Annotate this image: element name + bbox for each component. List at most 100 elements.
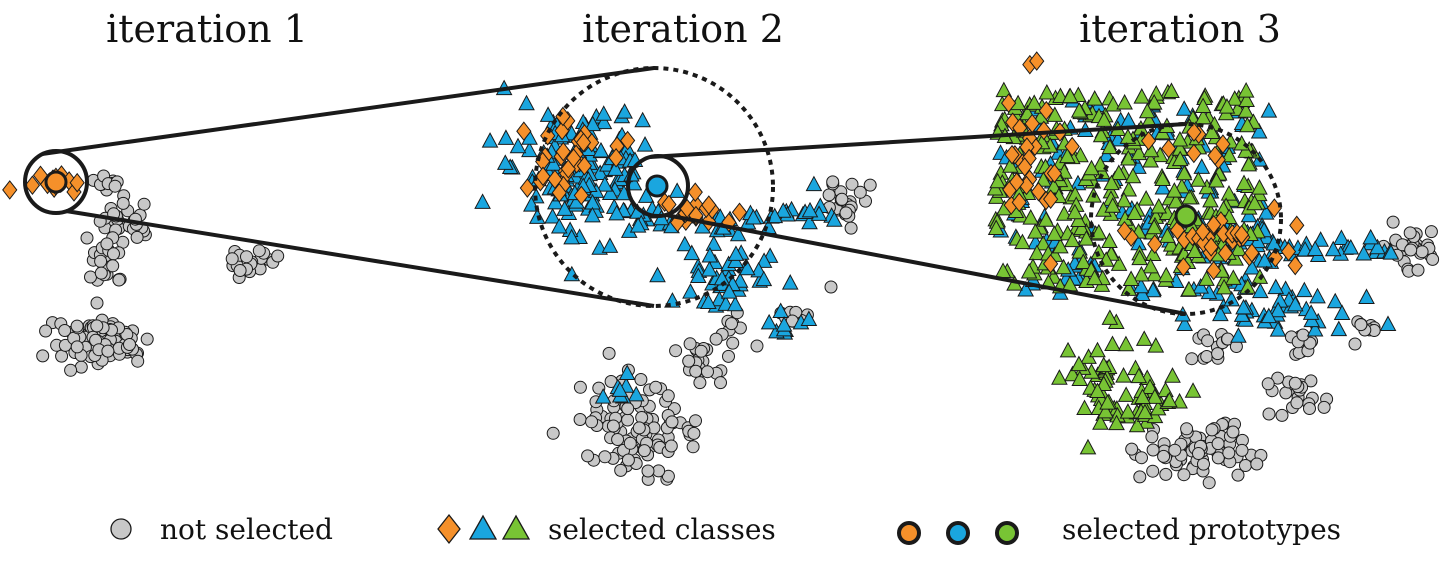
gray-point bbox=[863, 178, 877, 192]
legend-gray-circle-marker bbox=[110, 518, 132, 540]
green-triangle-point bbox=[1110, 164, 1128, 180]
gray-point bbox=[252, 244, 266, 258]
green-triangle-point bbox=[1002, 157, 1019, 173]
zoom-line-1-top bbox=[41, 66, 655, 156]
green-triangle-point bbox=[1051, 369, 1068, 385]
orange-diamond-point bbox=[1017, 157, 1033, 177]
gray-point bbox=[94, 254, 108, 268]
blue-triangle-point bbox=[668, 182, 686, 198]
gray-point bbox=[240, 250, 253, 264]
gray-point bbox=[1197, 457, 1210, 471]
green-triangle-point bbox=[1171, 130, 1189, 147]
blue-triangle-point bbox=[1286, 295, 1304, 312]
blue-triangle-point bbox=[1306, 320, 1324, 337]
orange-diamond-point bbox=[1280, 241, 1297, 262]
gray-point bbox=[573, 413, 587, 426]
blue-triangle-point bbox=[584, 206, 601, 223]
gray-point bbox=[709, 332, 723, 346]
gray-point bbox=[39, 324, 53, 338]
gray-point bbox=[546, 426, 560, 440]
title-iteration-1: iteration 1 bbox=[106, 7, 308, 51]
blue-triangle-point bbox=[545, 155, 562, 171]
green-triangle-point bbox=[1083, 159, 1100, 176]
blue-triangle-point bbox=[1256, 251, 1273, 268]
gray-point bbox=[1348, 337, 1362, 351]
gray-point bbox=[137, 197, 151, 211]
green-triangle-point bbox=[1166, 182, 1183, 198]
legend-orange-prototype-marker bbox=[897, 521, 921, 545]
gray-point bbox=[1145, 430, 1159, 444]
gray-point bbox=[55, 349, 69, 363]
blue-triangle-point bbox=[745, 208, 762, 225]
green-triangle-point bbox=[1097, 402, 1114, 419]
gray-point bbox=[1354, 318, 1368, 332]
gray-point bbox=[1304, 374, 1318, 388]
gray-point bbox=[1157, 449, 1171, 463]
plot-prototypes bbox=[44, 170, 1198, 228]
blue-triangle-point bbox=[1193, 158, 1211, 174]
orange-diamond-point bbox=[1206, 260, 1222, 281]
green-triangle-point bbox=[1131, 249, 1148, 266]
gray-point bbox=[123, 338, 136, 351]
blue-triangle-point bbox=[1257, 204, 1275, 220]
gray-point bbox=[664, 439, 678, 453]
orange-diamond-point bbox=[1206, 214, 1222, 235]
gray-point bbox=[1426, 252, 1440, 266]
legend-orange-diamond-marker bbox=[437, 513, 461, 545]
green-triangle-point bbox=[1117, 335, 1135, 352]
green-triangle-point bbox=[1194, 97, 1212, 114]
gray-point bbox=[70, 340, 84, 354]
blue-triangle-point bbox=[801, 213, 818, 230]
gray-point bbox=[637, 444, 651, 458]
blue-triangle-point bbox=[760, 313, 778, 330]
gray-point bbox=[140, 332, 154, 346]
green-triangle-point bbox=[1142, 141, 1160, 158]
green-triangle-point bbox=[1230, 240, 1247, 257]
blue-triangle-point bbox=[601, 237, 619, 253]
green-triangle-point bbox=[1208, 171, 1225, 188]
zoom-line-2-top bbox=[649, 122, 1187, 159]
green-triangle-point bbox=[1059, 147, 1076, 164]
orange-diamond-point bbox=[1140, 131, 1157, 151]
blue-triangle-point bbox=[1130, 158, 1147, 174]
green-triangle-point bbox=[1240, 155, 1258, 172]
gray-point bbox=[1386, 215, 1400, 229]
blue-triangle-point bbox=[1369, 238, 1386, 255]
blue-triangle-point bbox=[595, 113, 613, 130]
blue-triangle-point bbox=[700, 293, 717, 310]
blue-triangle-point bbox=[1154, 178, 1172, 195]
green-triangle-point bbox=[1108, 414, 1125, 431]
blue-triangle-point bbox=[727, 245, 745, 261]
orange-diamond-point bbox=[687, 182, 703, 202]
green-triangle-point bbox=[1144, 245, 1162, 262]
green-triangle-point bbox=[1226, 90, 1244, 106]
title-iteration-2: iteration 2 bbox=[582, 7, 784, 51]
gray-point bbox=[694, 344, 708, 358]
blue-triangle-point bbox=[774, 202, 792, 218]
zoom-target-circle-2 bbox=[1089, 122, 1283, 316]
gray-point bbox=[130, 230, 144, 244]
gray-point bbox=[634, 373, 648, 386]
gray-point bbox=[1211, 437, 1225, 451]
gray-point bbox=[1211, 347, 1225, 361]
gray-point bbox=[661, 389, 675, 403]
green-triangle-point bbox=[1070, 355, 1088, 372]
blue-triangle-point bbox=[1324, 240, 1342, 257]
green-triangle-point bbox=[1203, 123, 1221, 140]
orange-diamond-point bbox=[1186, 143, 1202, 164]
gray-point bbox=[90, 319, 104, 333]
green-triangle-point bbox=[1237, 82, 1255, 98]
gray-point bbox=[1177, 468, 1191, 482]
green-triangle-point bbox=[1175, 164, 1193, 181]
orange-diamond-point bbox=[1175, 257, 1192, 277]
orange-diamond-point bbox=[1011, 192, 1027, 213]
green-triangle-point bbox=[1224, 269, 1242, 285]
green-triangle-point bbox=[1115, 191, 1133, 208]
gray-point bbox=[1180, 422, 1194, 436]
gray-point bbox=[722, 349, 735, 363]
orange-diamond-point bbox=[1038, 100, 1054, 121]
orange-diamond-point bbox=[573, 185, 589, 206]
orange-diamond-point bbox=[516, 121, 532, 142]
green-triangle-point bbox=[1126, 204, 1143, 221]
gray-point bbox=[1275, 408, 1289, 422]
